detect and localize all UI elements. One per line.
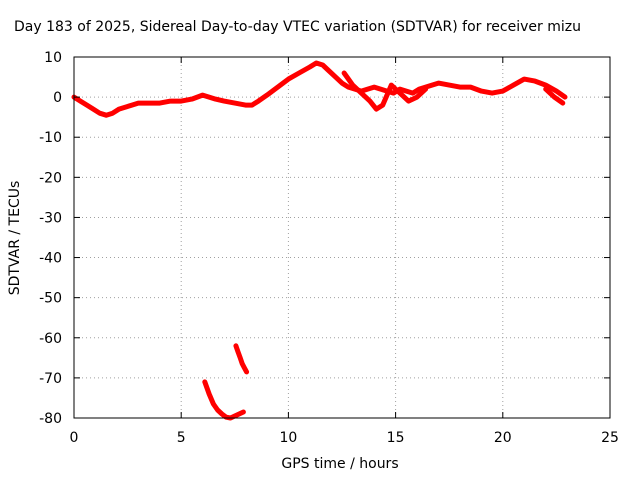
- chart-title: Day 183 of 2025, Sidereal Day-to-day VTE…: [14, 19, 581, 35]
- series-lower-band: [543, 86, 566, 106]
- series-main-trace: [71, 60, 568, 118]
- x-tick-label: 10: [279, 430, 297, 446]
- x-tick-label: 20: [494, 430, 512, 446]
- x-tick-label: 0: [70, 430, 79, 446]
- x-tick-label: 5: [177, 430, 186, 446]
- y-tick-label: -50: [39, 291, 62, 307]
- y-tick-label: -80: [39, 411, 62, 427]
- series-dip-arc: [202, 379, 246, 421]
- x-tick-label: 15: [387, 430, 405, 446]
- y-tick-label: 10: [44, 50, 62, 66]
- ticks: 0 5 10 15 20 25 10 0 -10 -20 -30 -40 -50 -60 -70 -80: [39, 50, 619, 446]
- y-tick-label: 0: [53, 90, 62, 106]
- y-tick-label: -10: [39, 130, 62, 146]
- y-tick-label: -30: [39, 210, 62, 226]
- series-upper-band: [341, 70, 429, 112]
- y-tick-label: -20: [39, 170, 62, 186]
- x-axis-label: GPS time / hours: [281, 456, 399, 472]
- x-tick-label: 25: [601, 430, 619, 446]
- y-tick-label: -70: [39, 371, 62, 387]
- y-axis-label: SDTVAR / TECUs: [7, 180, 23, 296]
- plot-frame: [73, 56, 611, 419]
- y-tick-label: -40: [39, 251, 62, 267]
- grid: [74, 57, 610, 418]
- series-dip-segment: [233, 343, 250, 375]
- series-layer: [71, 60, 568, 421]
- y-tick-label: -60: [39, 331, 62, 347]
